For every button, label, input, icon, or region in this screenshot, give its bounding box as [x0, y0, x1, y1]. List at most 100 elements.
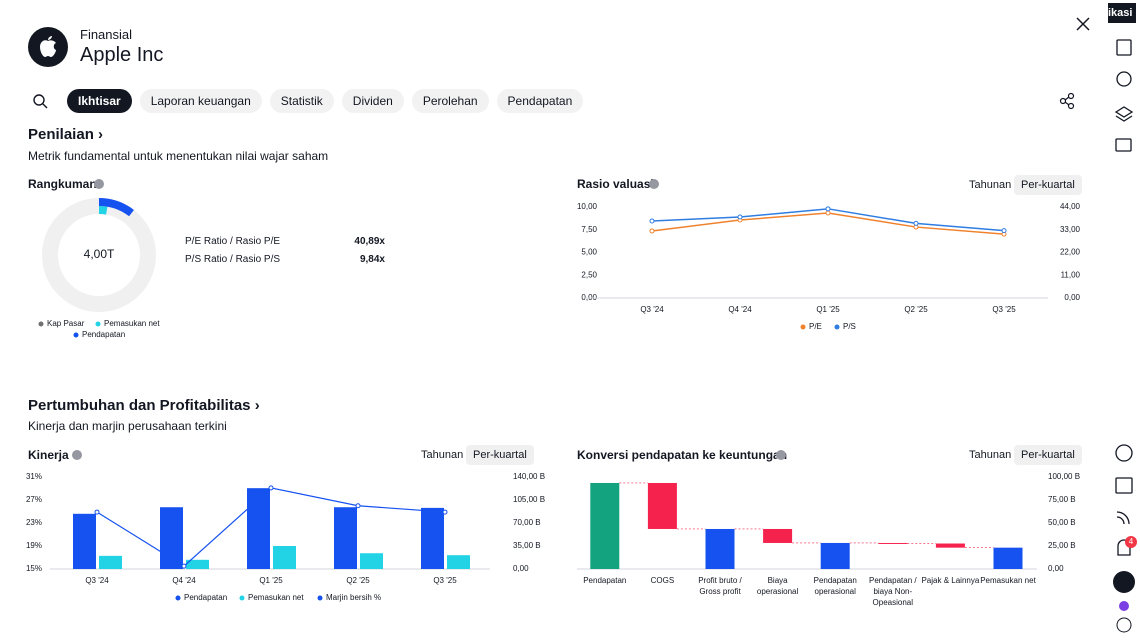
point	[355, 503, 361, 509]
tab[interactable]: Perolehan	[411, 89, 489, 113]
x-tick-label: Q2 '25	[346, 576, 370, 585]
section-subtitle: Metrik fundamental untuk menentukan nila…	[28, 149, 329, 163]
search-icon[interactable]	[33, 94, 45, 106]
x-tick-label: Q4 '24	[172, 576, 196, 585]
ratio-label: P/E Ratio / Rasio P/E	[185, 236, 281, 247]
tab[interactable]: Statistik	[269, 89, 334, 113]
x-tick-label: Profit bruto / Gross profit	[698, 576, 742, 596]
x-tick-label: Q1 '25	[259, 576, 283, 585]
tab[interactable]: Ikhtisar	[67, 89, 132, 113]
toggle[interactable]: Per-kuartal	[1014, 175, 1082, 195]
search-icon-handle	[42, 103, 48, 109]
section-title[interactable]: Pertumbuhan dan Profitabilitas ›	[28, 397, 260, 414]
point	[649, 228, 655, 234]
apps-icon[interactable]	[1113, 571, 1135, 593]
point	[94, 509, 100, 515]
bar	[878, 542, 908, 544]
help-icon[interactable]	[1116, 617, 1132, 633]
x-tick-label: Q1 '25	[816, 305, 840, 314]
ratio-label: P/S Ratio / Rasio P/S	[185, 254, 281, 265]
legend-dot	[95, 321, 101, 327]
chart-title: Kinerja	[28, 448, 69, 462]
bar	[993, 547, 1023, 569]
donut-arc	[98, 206, 108, 215]
notification-badge	[1125, 536, 1137, 548]
tab[interactable]: Laporan keuangan	[139, 89, 262, 113]
notification-count: 4	[1129, 537, 1134, 546]
y-tick-label: 70,00 B	[513, 518, 541, 527]
x-tick-label: Q3 '25	[992, 305, 1016, 314]
company-title: Apple Inc	[80, 44, 164, 66]
ratio-value: 40,89x	[354, 236, 385, 247]
point	[825, 210, 831, 216]
x-tick-label: Pendapatan	[583, 576, 627, 585]
tab-bar: Ikhtisar Laporan keuangan Statistik Divi…	[67, 89, 584, 113]
point	[649, 218, 655, 224]
legend-label: Pemasukan net	[104, 319, 160, 328]
y-tick-label: 0,00	[1064, 293, 1080, 302]
bar	[360, 553, 383, 569]
toggle[interactable]: Per-kuartal	[466, 445, 534, 465]
sidebar-icons[interactable]	[1114, 39, 1134, 556]
point	[442, 509, 448, 515]
point	[825, 206, 831, 212]
x-tick-label: Pajak & Lainnya	[921, 576, 980, 585]
close-icon[interactable]	[1076, 17, 1090, 31]
bar	[447, 555, 470, 569]
legend-dot	[834, 324, 840, 330]
x-tick-label: Q3 '24	[640, 305, 664, 314]
y-tick-label: 35,00 B	[513, 541, 541, 550]
bar	[820, 542, 850, 569]
y-tick-label: 105,00 B	[513, 495, 545, 504]
x-tick-label: Q4 '24	[728, 305, 752, 314]
legend-dot	[239, 595, 245, 601]
toggle[interactable]: Tahunan	[969, 449, 1012, 461]
point	[181, 563, 187, 569]
badge[interactable]: ikasi	[1108, 3, 1136, 23]
bar	[160, 507, 183, 569]
legend-dot	[317, 595, 323, 601]
help-icon[interactable]	[72, 179, 786, 460]
x-tick-label: Q3 '24	[85, 576, 109, 585]
y-tick-label: 33,00	[1060, 225, 1081, 234]
toggle[interactable]: Tahunan	[421, 449, 464, 461]
x-tick-label: Biaya operasional	[756, 576, 799, 596]
y-tick-label: 50,00 B	[1048, 518, 1076, 527]
legend-label: P/S	[843, 322, 856, 331]
toggle[interactable]: Tahunan	[969, 179, 1012, 191]
bar	[763, 528, 793, 543]
y-tick-label: 100,00 B	[1048, 472, 1080, 481]
y-tick-label: 22,00	[1060, 248, 1081, 257]
donut-arc	[98, 198, 134, 217]
point	[1001, 228, 1007, 234]
line	[96, 487, 446, 567]
legend-label: P/E	[809, 322, 822, 331]
share-icon[interactable]	[1059, 92, 1075, 110]
y-tick-label: 2,50	[581, 270, 597, 279]
y-tick-label: 0,00	[513, 564, 529, 573]
bar	[334, 507, 357, 569]
toggle[interactable]: Per-kuartal	[1014, 445, 1082, 465]
tab[interactable]: Pendapatan	[496, 89, 584, 113]
y-tick-label: 0,00	[1048, 564, 1064, 573]
logo-apple	[40, 36, 56, 57]
y-tick-label: 75,00 B	[1048, 495, 1076, 504]
legend-label: Marjin bersih %	[326, 593, 381, 602]
bar	[421, 507, 444, 569]
legend-label: Pendapatan	[184, 593, 227, 602]
legend-label: Kap Pasar	[47, 319, 85, 328]
bar	[273, 546, 296, 569]
y-tick-label: 5,00	[581, 248, 597, 257]
ratio-value: 9,84x	[359, 254, 385, 265]
chart-title: Rangkuman	[28, 177, 97, 191]
brain-icon[interactable]	[1119, 601, 1129, 611]
section-title[interactable]: Penilaian ›	[28, 126, 104, 143]
y-tick-label: 7,50	[581, 225, 597, 234]
y-tick-label: 27%	[26, 495, 42, 504]
bar	[73, 513, 96, 569]
point	[268, 485, 274, 491]
y-tick-label: 44,00	[1060, 202, 1081, 211]
chart-title: Rasio valuasi	[577, 177, 654, 191]
tab[interactable]: Dividen	[341, 89, 404, 113]
